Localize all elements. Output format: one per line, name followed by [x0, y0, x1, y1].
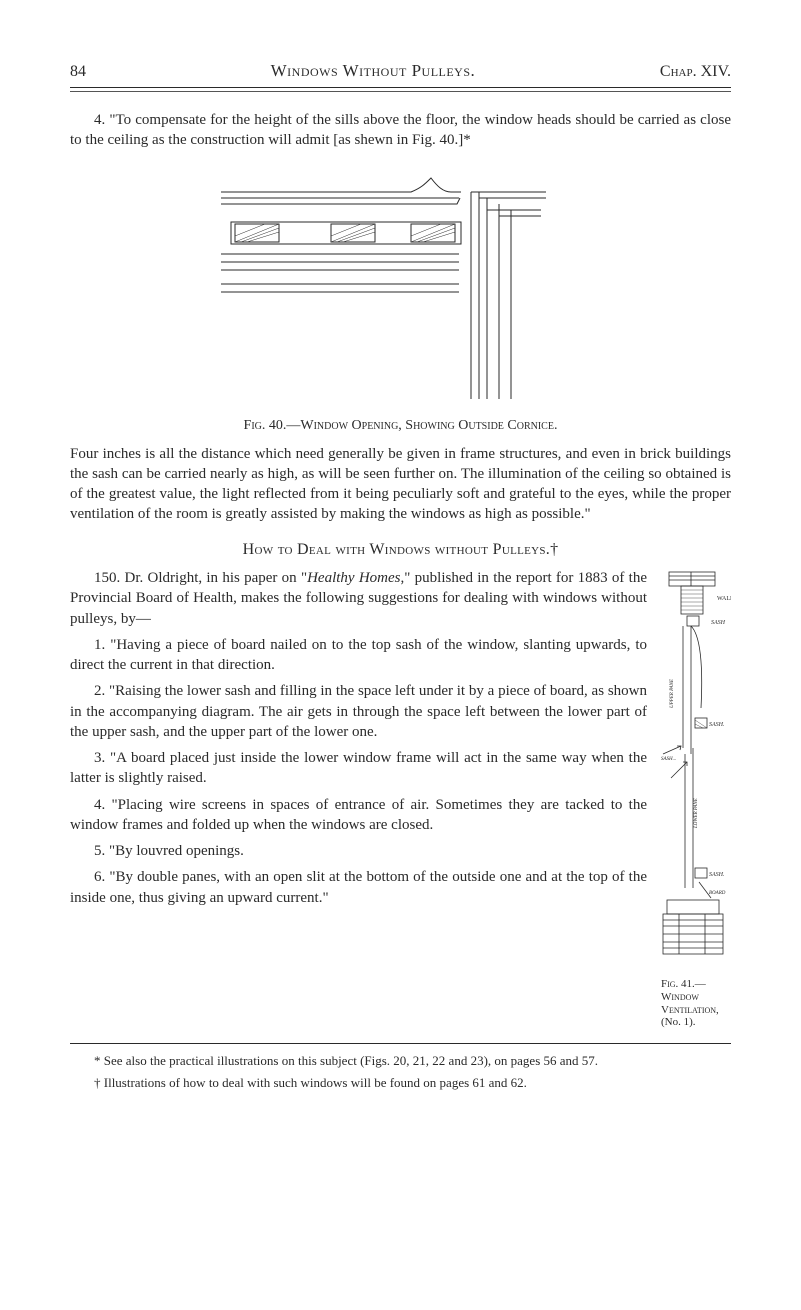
para-after-fig40: Four inches is all the distance which ne…	[70, 444, 731, 525]
item-5: 5. "By louvred openings.	[70, 841, 647, 861]
header-rule	[70, 87, 731, 88]
para-4: 4. "To compensate for the height of the …	[70, 110, 731, 151]
figure-40-caption: Fig. 40.—Window Opening, Showing Outside…	[70, 417, 731, 436]
label-board: BOARD	[709, 891, 726, 896]
figure-41: WALL SASH UPPER PANE SASH. SASH... LOWER…	[661, 568, 731, 1029]
label-upper-pane: UPPER PANE	[670, 679, 675, 708]
para-150: 150. Dr. Oldright, in his paper on "Heal…	[70, 568, 647, 629]
item-2: 2. "Raising the lower sash and filling i…	[70, 681, 647, 742]
fig41-cap-2: Ventilation,	[661, 1004, 719, 1016]
label-wall: WALL	[717, 596, 731, 602]
para-150-title: Healthy Homes	[307, 570, 400, 586]
text-column: 150. Dr. Oldright, in his paper on "Heal…	[70, 568, 647, 914]
item-1: 1. "Having a piece of board nailed on to…	[70, 635, 647, 676]
fig41-cap-3: (No. 1).	[661, 1016, 696, 1028]
figure-41-caption: Fig. 41.—Window Ventilation, (No. 1).	[661, 978, 731, 1029]
footnote-2: † Illustrations of how to deal with such…	[70, 1074, 731, 1092]
chapter-label: Chap. XIV.	[660, 61, 731, 83]
item-6: 6. "By double panes, with an open slit a…	[70, 867, 647, 908]
label-sash-arrow: SASH...	[661, 757, 676, 762]
label-sash-mid: SASH.	[709, 722, 725, 728]
item-3: 3. "A board placed just inside the lower…	[70, 748, 647, 789]
label-sash-low: SASH.	[709, 872, 725, 878]
para-150-a: 150. Dr. Oldright, in his paper on "	[94, 570, 307, 586]
figure-40-svg	[211, 164, 591, 404]
figure-40: Fig. 40.—Window Opening, Showing Outside…	[70, 164, 731, 435]
footnote-1: * See also the practical illustrations o…	[70, 1052, 731, 1070]
label-sash-top: SASH	[711, 620, 726, 626]
footnote-rule	[70, 1043, 731, 1044]
section-body: 150. Dr. Oldright, in his paper on "Heal…	[70, 568, 731, 1029]
section-title: How to Deal with Windows without Pulleys…	[70, 539, 731, 561]
item-4: 4. "Placing wire screens in spaces of en…	[70, 795, 647, 836]
label-lower-pane: LOWER PANE	[694, 798, 699, 829]
fig41-cap-1: Fig. 41.—Window	[661, 978, 706, 1003]
header-rule-thin	[70, 91, 731, 92]
running-title: Windows Without Pulleys.	[271, 60, 476, 83]
page-header: 84 Windows Without Pulleys. Chap. XIV.	[70, 60, 731, 83]
page-number: 84	[70, 61, 86, 83]
figure-41-svg: WALL SASH UPPER PANE SASH. SASH... LOWER…	[661, 568, 731, 968]
